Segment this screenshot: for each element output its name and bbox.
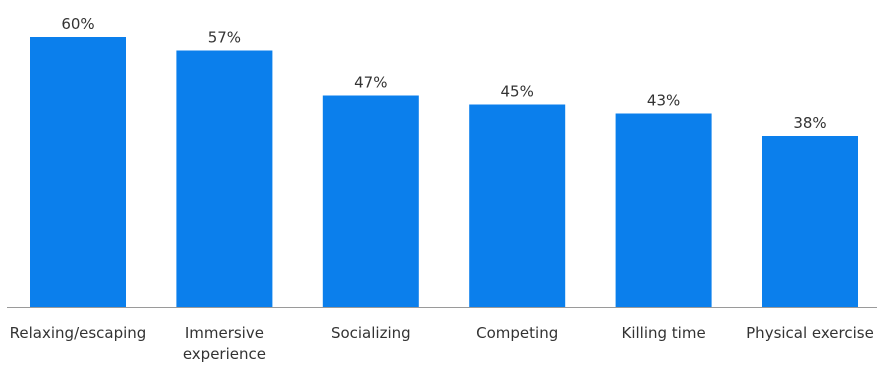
category-label-line: Competing xyxy=(476,324,558,342)
bar-4 xyxy=(615,113,712,307)
category-label-line: Killing time xyxy=(621,324,705,342)
category-label-4: Killing time xyxy=(621,324,705,342)
value-labels-group: 60% 57% 47% 45% 43% 38% xyxy=(61,15,826,132)
bar-5 xyxy=(762,136,858,307)
category-label-line: Physical exercise xyxy=(746,324,874,342)
bar-2 xyxy=(322,95,419,307)
category-label-line: experience xyxy=(183,345,266,363)
value-label-5: 38% xyxy=(793,114,826,132)
value-label-0: 60% xyxy=(61,15,94,33)
category-label-line: Socializing xyxy=(331,324,411,342)
category-label-2: Socializing xyxy=(331,324,411,342)
bar-3 xyxy=(469,104,566,307)
category-label-0: Relaxing/escaping xyxy=(10,324,147,342)
value-label-4: 43% xyxy=(647,92,680,110)
bars-group xyxy=(30,37,858,307)
value-label-2: 47% xyxy=(354,74,387,92)
value-label-1: 57% xyxy=(208,29,241,47)
category-labels-group: Relaxing/escaping Immersive experience Soci… xyxy=(10,324,874,363)
category-label-line: Relaxing/escaping xyxy=(10,324,147,342)
bar-0 xyxy=(30,37,126,307)
value-label-3: 45% xyxy=(501,83,534,101)
category-label-line: Immersive xyxy=(185,324,264,342)
bar-1 xyxy=(176,50,273,307)
category-label-1: Immersive experience xyxy=(183,324,266,363)
category-label-3: Competing xyxy=(476,324,558,342)
category-label-5: Physical exercise xyxy=(746,324,874,342)
